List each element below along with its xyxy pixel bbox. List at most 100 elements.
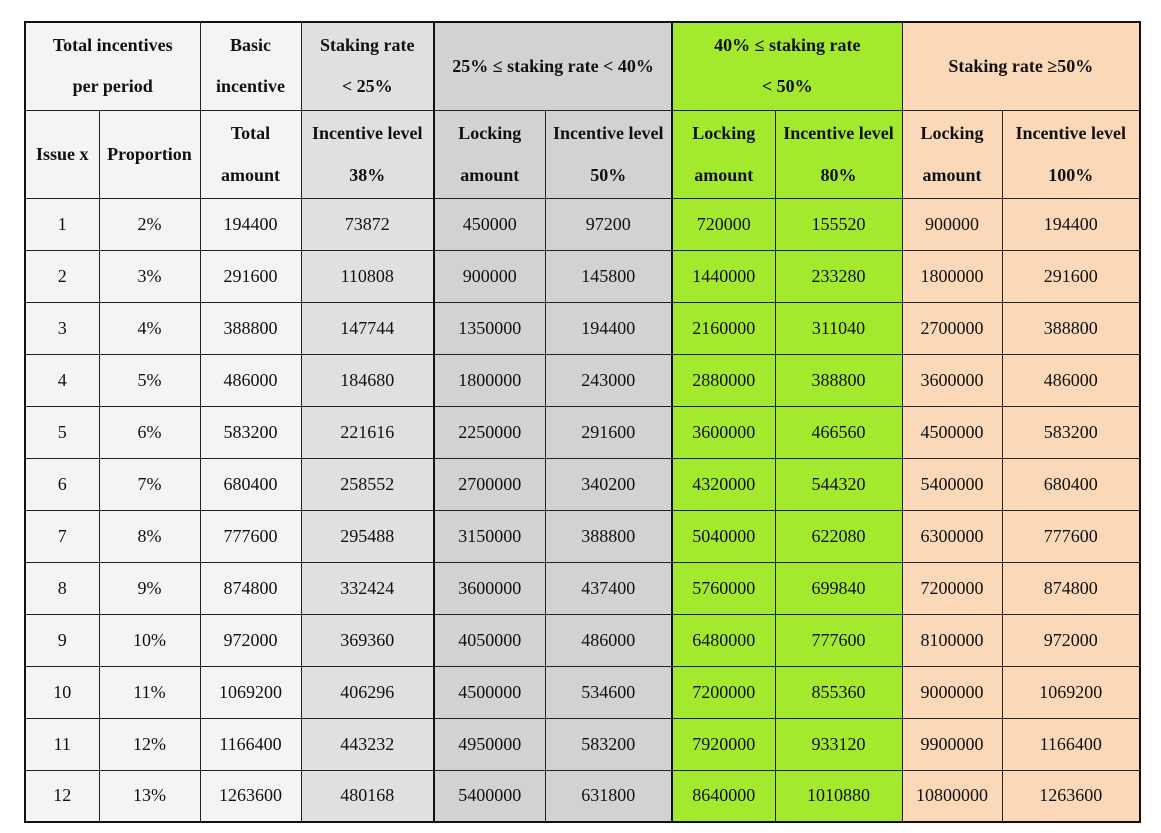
tier4-locking-cell: 2700000 — [901, 301, 1003, 355]
tier4-header: Staking rate ≥50% — [901, 21, 1141, 111]
table-row: 3 4% 388800 147744 1350000 194400 2160000 31104… — [24, 301, 1141, 355]
tier3-locking-cell: 1440000 — [671, 249, 776, 303]
tier2-level-cell: 486000 — [544, 613, 673, 667]
table-row: 5 6% 583200 221616 2250000 291600 3600000 46656… — [24, 405, 1141, 459]
header-row-columns: Issue x Proportion Total amount Incentiv… — [24, 109, 1141, 199]
tier4-level-header: Incentive level 100% — [1001, 109, 1141, 199]
tier4-locking-cell: 9900000 — [901, 717, 1003, 771]
tier3-level-cell: 622080 — [774, 509, 903, 563]
issue-cell: 11 — [24, 717, 100, 771]
issue-header: Issue x — [24, 109, 100, 199]
total-incentives-header: Total incentives per period — [24, 21, 201, 111]
tier2-locking-cell: 2700000 — [433, 457, 546, 511]
tier3-locking-cell: 7920000 — [671, 717, 776, 771]
tier4-level-cell: 194400 — [1001, 197, 1141, 251]
tier2-locking-cell: 3150000 — [433, 509, 546, 563]
tier2-locking-cell: 450000 — [433, 197, 546, 251]
tier3-level-cell: 311040 — [774, 301, 903, 355]
issue-cell: 9 — [24, 613, 100, 667]
tier1-level-cell: 73872 — [300, 197, 435, 251]
tier4-level-cell: 388800 — [1001, 301, 1141, 355]
tier1-level-cell: 369360 — [300, 613, 435, 667]
tier3-locking-cell: 4320000 — [671, 457, 776, 511]
tier3-level-cell: 777600 — [774, 613, 903, 667]
issue-cell: 4 — [24, 353, 100, 407]
total-amount-cell: 1166400 — [199, 717, 302, 771]
table-row: 6 7% 680400 258552 2700000 340200 4320000 54432… — [24, 457, 1141, 511]
tier4-level-cell: 680400 — [1001, 457, 1141, 511]
tier3-level-cell: 233280 — [774, 249, 903, 303]
tier2-level-cell: 534600 — [544, 665, 673, 719]
issue-cell: 12 — [24, 769, 100, 823]
tier1-level-cell: 295488 — [300, 509, 435, 563]
table-row: 10 11% 1069200 406296 4500000 534600 7200000 85… — [24, 665, 1141, 719]
tier3-level-cell: 544320 — [774, 457, 903, 511]
issue-cell: 3 — [24, 301, 100, 355]
tier3-locking-cell: 5760000 — [671, 561, 776, 615]
tier2-level-cell: 583200 — [544, 717, 673, 771]
proportion-cell: 4% — [98, 301, 201, 355]
incentive-table: Total incentives per period Basic incent… — [24, 21, 1142, 823]
total-amount-cell: 486000 — [199, 353, 302, 407]
tier1-header: Staking rate < 25% — [300, 21, 435, 111]
tier2-level-cell: 291600 — [544, 405, 673, 459]
proportion-cell: 9% — [98, 561, 201, 615]
tier3-locking-cell: 5040000 — [671, 509, 776, 563]
tier4-locking-cell: 1800000 — [901, 249, 1003, 303]
table-row: 11 12% 1166400 443232 4950000 583200 7920000 93… — [24, 717, 1141, 771]
tier2-level-cell: 631800 — [544, 769, 673, 823]
issue-cell: 1 — [24, 197, 100, 251]
tier3-level-cell: 933120 — [774, 717, 903, 771]
tier3-locking-cell: 7200000 — [671, 665, 776, 719]
proportion-cell: 8% — [98, 509, 201, 563]
tier1-level-cell: 221616 — [300, 405, 435, 459]
tier4-level-cell: 1069200 — [1001, 665, 1141, 719]
tier4-locking-cell: 5400000 — [901, 457, 1003, 511]
proportion-cell: 2% — [98, 197, 201, 251]
tier4-locking-cell: 9000000 — [901, 665, 1003, 719]
tier1-level-cell: 258552 — [300, 457, 435, 511]
tier2-locking-cell: 900000 — [433, 249, 546, 303]
tier4-level-cell: 874800 — [1001, 561, 1141, 615]
proportion-cell: 5% — [98, 353, 201, 407]
table-row: 7 8% 777600 295488 3150000 388800 5040000 62208… — [24, 509, 1141, 563]
tier3-locking-header: Locking amount — [671, 109, 776, 199]
proportion-cell: 6% — [98, 405, 201, 459]
tier3-locking-cell: 3600000 — [671, 405, 776, 459]
total-amount-cell: 777600 — [199, 509, 302, 563]
tier3-locking-cell: 6480000 — [671, 613, 776, 667]
tier2-level-cell: 145800 — [544, 249, 673, 303]
table-row: 2 3% 291600 110808 900000 145800 1440000 233280… — [24, 249, 1141, 303]
tier1-level-cell: 443232 — [300, 717, 435, 771]
basic-incentive-header: Basic incentive — [199, 21, 302, 111]
tier2-level-cell: 243000 — [544, 353, 673, 407]
tier3-level-cell: 388800 — [774, 353, 903, 407]
tier4-level-cell: 972000 — [1001, 613, 1141, 667]
tier1-level-cell: 110808 — [300, 249, 435, 303]
tier4-level-cell: 1263600 — [1001, 769, 1141, 823]
tier4-locking-cell: 4500000 — [901, 405, 1003, 459]
tier4-locking-cell: 7200000 — [901, 561, 1003, 615]
tier2-level-header: Incentive level 50% — [544, 109, 673, 199]
tier2-header: 25% ≤ staking rate < 40% — [432, 21, 673, 111]
tier2-locking-cell: 1350000 — [433, 301, 546, 355]
tier2-locking-cell: 1800000 — [433, 353, 546, 407]
issue-cell: 5 — [24, 405, 100, 459]
table-row: 9 10% 972000 369360 4050000 486000 6480000 7776… — [24, 613, 1141, 667]
proportion-cell: 7% — [98, 457, 201, 511]
proportion-cell: 13% — [98, 769, 201, 823]
total-amount-cell: 972000 — [199, 613, 302, 667]
table-row: 1 2% 194400 73872 450000 97200 720000 155520 900… — [24, 197, 1141, 251]
tier3-level-cell: 699840 — [774, 561, 903, 615]
proportion-cell: 12% — [98, 717, 201, 771]
tier4-locking-cell: 900000 — [901, 197, 1003, 251]
total-amount-cell: 874800 — [199, 561, 302, 615]
tier3-locking-cell: 8640000 — [671, 769, 776, 823]
tier3-locking-cell: 720000 — [671, 197, 776, 251]
tier2-level-cell: 340200 — [544, 457, 673, 511]
issue-cell: 7 — [24, 509, 100, 563]
tier3-level-cell: 155520 — [774, 197, 903, 251]
issue-cell: 8 — [24, 561, 100, 615]
tier2-locking-cell: 3600000 — [433, 561, 546, 615]
tier2-locking-cell: 4950000 — [433, 717, 546, 771]
